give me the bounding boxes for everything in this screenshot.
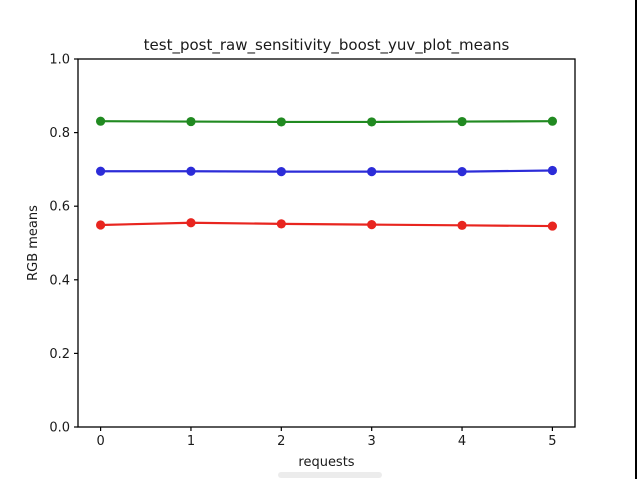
y-tick-label: 0.8 xyxy=(49,126,70,141)
x-tick-label: 3 xyxy=(368,434,376,449)
x-axis-label: requests xyxy=(298,455,354,470)
x-tick-label: 5 xyxy=(548,434,556,449)
x-tick-label: 4 xyxy=(458,434,466,449)
green-channel-mean-marker xyxy=(367,117,377,127)
green-channel-mean-marker xyxy=(457,116,467,127)
green-channel-mean-marker xyxy=(547,116,558,126)
x-tick-label: 2 xyxy=(277,434,285,449)
red-channel-mean-line xyxy=(99,221,554,228)
y-tick-label: 1.0 xyxy=(49,53,70,68)
x-tick-label: 0 xyxy=(96,434,104,449)
blue-channel-mean-marker xyxy=(95,166,106,176)
blue-channel-mean-marker xyxy=(547,165,558,176)
series-layer xyxy=(95,116,558,231)
red-channel-mean-marker xyxy=(367,220,377,230)
x-tick-label: 1 xyxy=(187,434,195,449)
window-right-border xyxy=(635,0,637,479)
chart-title: test_post_raw_sensitivity_boost_yuv_plot… xyxy=(144,36,510,55)
green-channel-mean-line xyxy=(99,120,554,124)
y-tick-label: 0.2 xyxy=(49,347,70,362)
blue-channel-mean-marker xyxy=(457,167,467,177)
green-channel-mean-marker xyxy=(276,117,286,127)
red-channel-mean-marker xyxy=(186,218,196,228)
red-channel-mean-marker xyxy=(276,219,286,229)
axes-layer: 0 1 2 3 4 5 0.0 0.2 0.4 0.6 0.8 1.0 xyxy=(49,53,576,449)
y-tick-label: 0.4 xyxy=(49,273,70,288)
blue-channel-mean-line xyxy=(99,169,554,173)
red-channel-mean-marker xyxy=(457,220,467,230)
blue-channel-mean-marker xyxy=(276,167,286,177)
green-channel-mean-marker xyxy=(95,116,106,126)
y-tick-label: 0.6 xyxy=(49,200,70,215)
green-channel-mean-marker xyxy=(186,116,196,127)
axes-spines xyxy=(77,58,576,428)
y-axis-label: RGB means xyxy=(26,205,41,281)
blue-channel-mean-marker xyxy=(367,167,377,177)
bottom-artifact-smudge xyxy=(278,472,382,478)
red-channel-mean-marker xyxy=(547,221,558,231)
y-tick-label: 0.0 xyxy=(49,421,70,436)
red-channel-mean-marker xyxy=(95,220,106,230)
blue-channel-mean-marker xyxy=(186,166,196,176)
